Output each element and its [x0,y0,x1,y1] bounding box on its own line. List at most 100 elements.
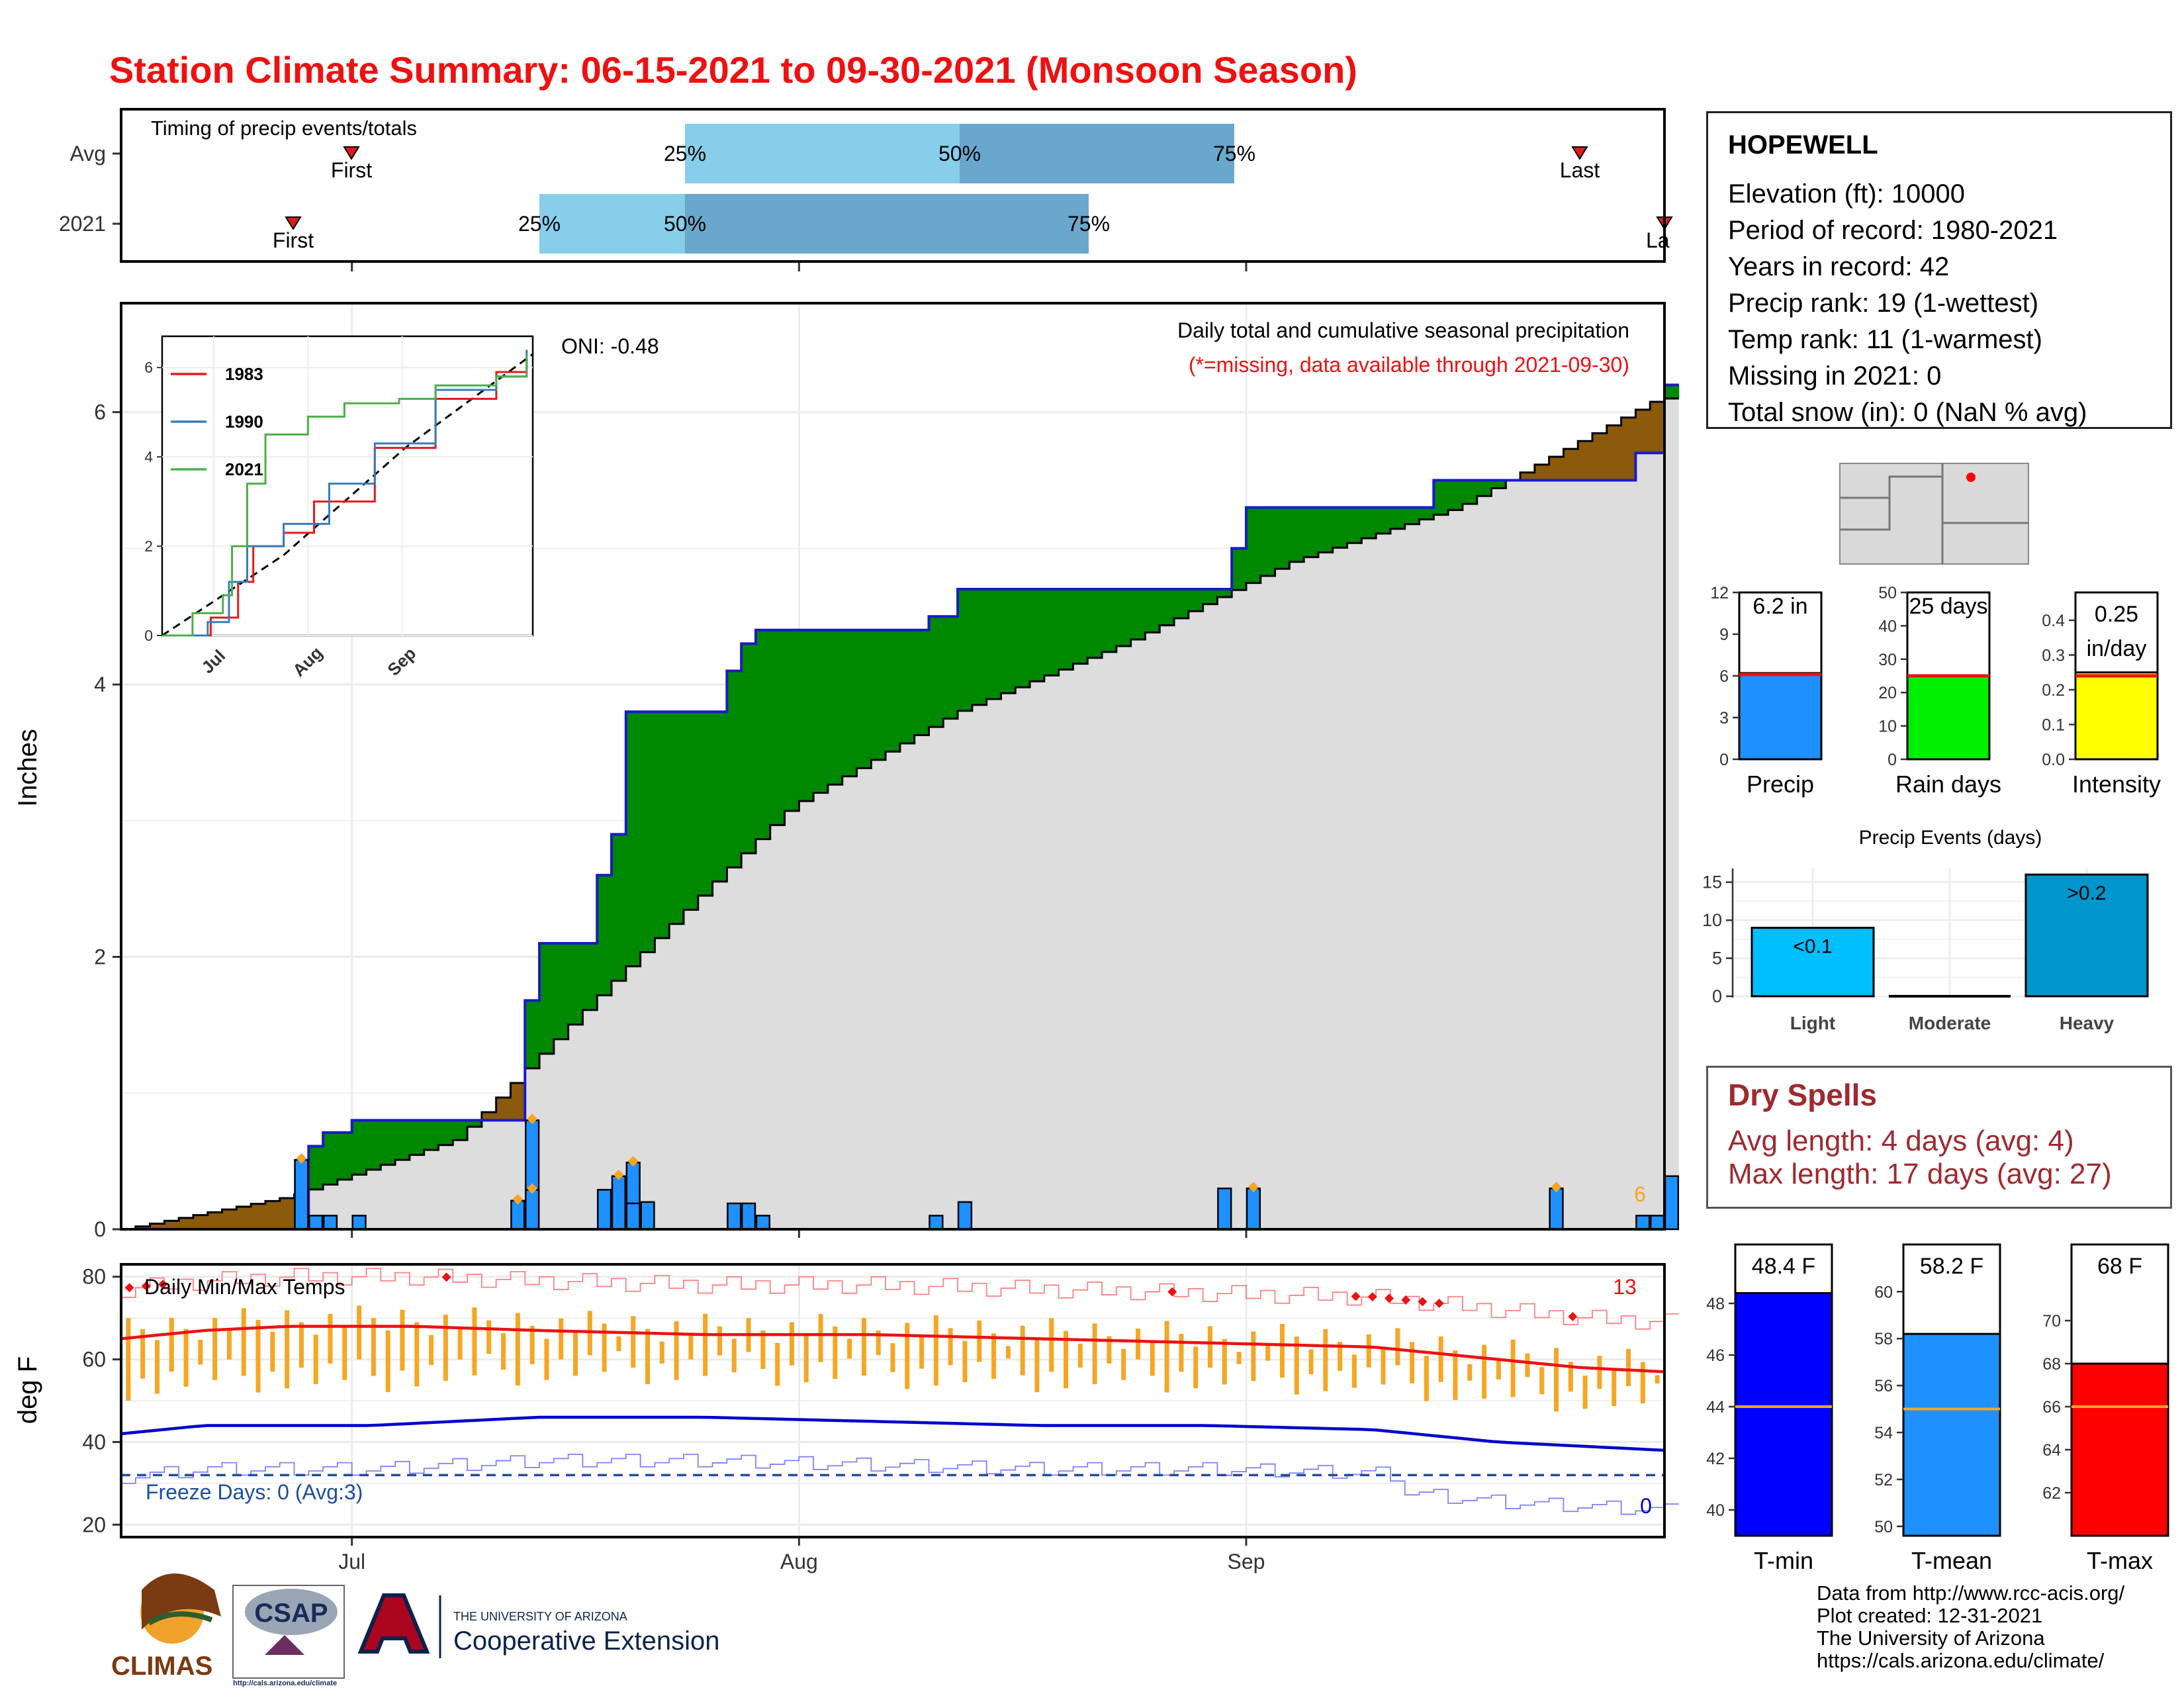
station-precip-rank: Precip rank: 19 (1-wettest) [1728,289,2039,318]
events-category-label: Light [1790,1013,1835,1033]
last-event-label: La [1646,228,1670,252]
temp-summary-value: 68 F [2097,1254,2142,1279]
above-average-fill [1332,507,1348,548]
above-average-fill [1044,589,1060,676]
record-low-line [121,1454,1679,1515]
logos: CLIMAS CSAP http://cals.arizona.edu/clim… [111,1573,719,1687]
temp-ylabel: deg F [13,1356,42,1424]
record-precip-marker [1248,1182,1259,1193]
below-average-fill [1563,449,1578,481]
below-average-fill [207,1212,223,1229]
below-average-fill [179,1217,194,1229]
temp-y-tick-label: 40 [82,1430,106,1454]
record-high-marker [1434,1298,1444,1308]
daily-precip-bar [1246,1188,1261,1231]
csap-url: http://cals.arizona.edu/climate [233,1679,337,1687]
above-average-fill [1188,589,1204,612]
summary-y-tick-label: 0 [1888,751,1897,769]
temp-summary-y-tick-label: 70 [2042,1312,2061,1331]
inset-y-tick-label: 2 [144,538,153,555]
last-event-marker [1571,146,1588,160]
above-average-fill [553,943,569,1039]
above-average-fill [1073,589,1088,664]
record-high-count: 13 [1613,1275,1637,1299]
timing-p50: 50% [938,142,981,165]
above-average-fill [395,1120,410,1160]
precip-panel: Daily total and cumulative seasonal prec… [13,318,1629,807]
above-average-fill [1304,507,1319,557]
below-average-fill [481,1112,497,1121]
above-average-fill [1203,589,1218,604]
daily-precip-bar [625,1202,641,1231]
above-average-fill [1173,589,1189,618]
daily-precip-bar [596,1189,612,1231]
station-temp-rank: Temp rank: 11 (1-warmest) [1728,325,2042,354]
credit-source: Data from http://www.rcc-acis.org/ [1817,1581,2125,1605]
above-average-fill [625,712,641,966]
events-bar-heavy [2025,873,2149,998]
above-average-fill [1376,507,1391,534]
daily-precip-bar [1549,1188,1564,1231]
below-average-fill [150,1223,165,1229]
above-average-fill [366,1120,381,1170]
avg-tmax-line [120,1325,1665,1374]
above-average-fill [755,630,771,839]
temp-summary-bar-t-max [2070,1362,2169,1537]
above-average-fill [1232,548,1247,590]
above-average-fill [1030,589,1045,682]
summary-y-tick-label: 10 [1878,718,1897,736]
above-average-fill [886,630,901,752]
daily-precip-bar [308,1215,324,1231]
above-average-fill [698,712,713,896]
precip-y-tick-label: 0 [94,1217,106,1241]
temp-summary-bar-t-mean [1902,1333,2001,1537]
above-average-fill [453,1120,468,1141]
credit-university: The University of Arizona [1817,1626,2045,1650]
temp-summary-y-tick-label: 52 [1874,1471,1893,1489]
record-high-marker [124,1283,134,1293]
below-average-fill [1534,464,1550,481]
above-average-fill [525,1000,540,1068]
x-tick-label: Sep [1227,1550,1265,1573]
above-average-fill [1419,507,1434,520]
locator-map-frame [1839,463,2029,565]
above-average-fill [597,875,612,996]
above-average-fill [1145,589,1160,633]
oni-label: ONI: -0.48 [561,334,659,358]
avg-tmin-line [120,1415,1665,1452]
above-average-fill [337,1132,353,1180]
summary-y-tick-label: 6 [1719,667,1729,686]
temp-summary-y-tick-label: 68 [2042,1355,2061,1374]
station-missing: Missing in 2021: 0 [1728,361,1942,391]
timing-p75: 75% [1068,212,1110,236]
above-average-fill [986,589,1001,699]
events-bar-light [1751,927,1875,998]
below-average-fill [279,1198,295,1229]
below-average-fill [1621,417,1636,481]
temp-label: Daily Min/Max Temps [144,1275,345,1299]
above-average-fill [1015,589,1030,688]
below-average-fill [265,1201,281,1229]
above-average-fill [727,671,742,868]
above-average-fill [929,616,944,727]
summary-y-tick-label: 30 [1878,651,1897,669]
below-average-fill [135,1226,151,1229]
events-y-tick-label: 0 [1712,986,1722,1006]
climas-logo: CLIMAS [111,1573,221,1681]
summary-bar-intensity [2074,671,2159,761]
inset-legend-label: 2021 [225,459,263,479]
above-average-fill [770,630,786,825]
above-average-fill [351,1120,367,1175]
right-panels: Precip Events (days) [1859,827,2042,849]
record-precip-marker [527,1113,538,1125]
timing-p50: 50% [664,212,706,236]
daily-precip-bar [1635,1215,1651,1231]
summary-y-tick-label: 50 [1878,584,1897,602]
precip-missing-note: (*=missing, data available through 2021-… [1189,353,1629,377]
temp-panel: Daily Min/Max Temps Freeze Days: 0 (Avg:… [13,1275,1652,1518]
summary-y-tick-label: 20 [1878,684,1897,702]
daily-precip-bar [351,1215,367,1231]
record-high-marker [141,1281,151,1291]
record-low-count: 0 [1640,1494,1652,1518]
